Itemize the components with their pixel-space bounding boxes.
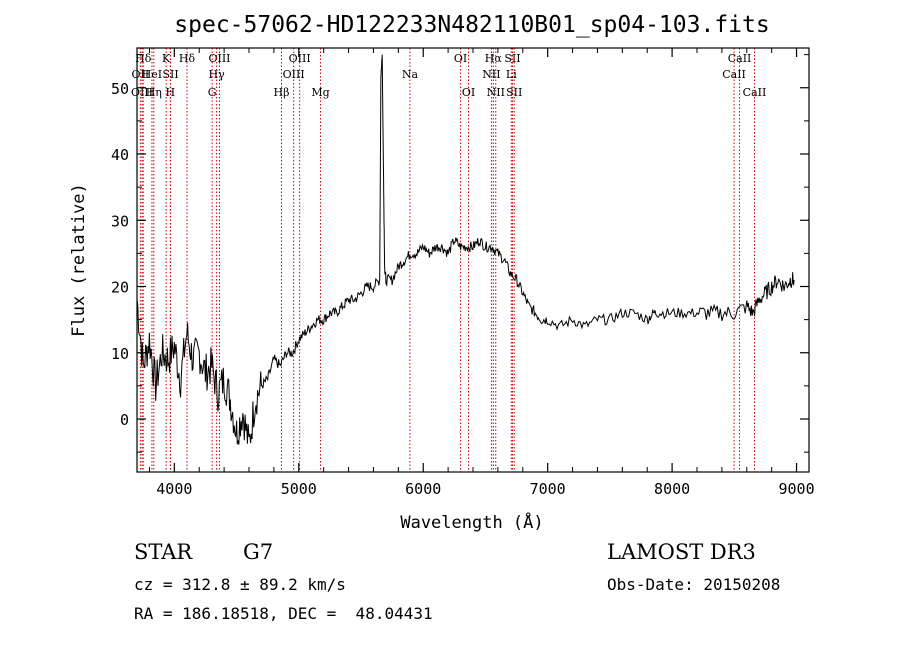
marker-label: Li [506, 68, 517, 81]
marker-label: Hη [146, 86, 162, 99]
y-tick-label: 30 [111, 212, 129, 230]
y-tick-label: 20 [111, 279, 129, 297]
x-tick-label: 4000 [156, 480, 192, 498]
marker-label: CaII [722, 68, 746, 81]
object-class: STAR [134, 540, 193, 564]
marker-label: Hδ [179, 52, 196, 65]
survey-name: LAMOST DR3 [607, 540, 756, 564]
x-axis-label: Wavelength (Å) [400, 511, 543, 533]
redshift-velocity: cz = 312.8 ± 89.2 km/s [134, 575, 346, 594]
marker-label: NII [487, 86, 505, 99]
axes: 4000 5000 6000 7000 8000 9000 0 10 20 30 40 50 [111, 48, 815, 498]
marker-label: Hβ [274, 86, 290, 99]
marker-label: K [162, 52, 171, 65]
marker-label: HeI [142, 68, 162, 81]
marker-label: G [208, 86, 217, 99]
coordinates: RA = 186.18518, DEC = 48.04431 [134, 604, 433, 623]
y-tick-label: 10 [111, 345, 129, 363]
observation-date: Obs-Date: 20150208 [607, 575, 781, 594]
y-axis-label: Flux (relative) [69, 183, 89, 337]
x-tick-label: 6000 [405, 480, 441, 498]
plot-frame [136, 47, 810, 473]
y-tick-label: 40 [111, 146, 129, 164]
marker-label: NII [482, 68, 500, 81]
marker-label: SII [162, 68, 178, 81]
marker-label: OIII [208, 52, 230, 65]
y-tick-label: 0 [120, 411, 129, 429]
spectral-subclass: G7 [243, 540, 274, 564]
marker-label: OI [454, 52, 467, 65]
marker-label: Hδ [135, 52, 152, 65]
marker-label: Hα [485, 52, 503, 65]
marker-label: CaII [743, 86, 767, 99]
marker-label: H [166, 86, 176, 99]
marker-label: OIII [289, 52, 311, 65]
marker-label: OI [462, 86, 475, 99]
series-group [136, 54, 795, 445]
x-tick-label: 9000 [778, 480, 814, 498]
marker-label: Na [402, 68, 419, 81]
marker-label: OII [132, 68, 150, 81]
flux-line [136, 54, 795, 445]
marker-label: OIII [283, 68, 305, 81]
marker-label: SII [506, 86, 522, 99]
marker-label: Hγ [209, 68, 226, 81]
marker-label: CaII [728, 52, 752, 65]
x-tick-label: 5000 [281, 480, 317, 498]
x-tick-label: 7000 [530, 480, 566, 498]
marker-label: SII [504, 52, 520, 65]
x-tick-label: 8000 [654, 480, 690, 498]
y-tick-label: 50 [111, 80, 129, 98]
chart-title: spec-57062-HD122233N482110B01_sp04-103.f… [174, 12, 769, 38]
marker-label: Mg [311, 86, 329, 99]
